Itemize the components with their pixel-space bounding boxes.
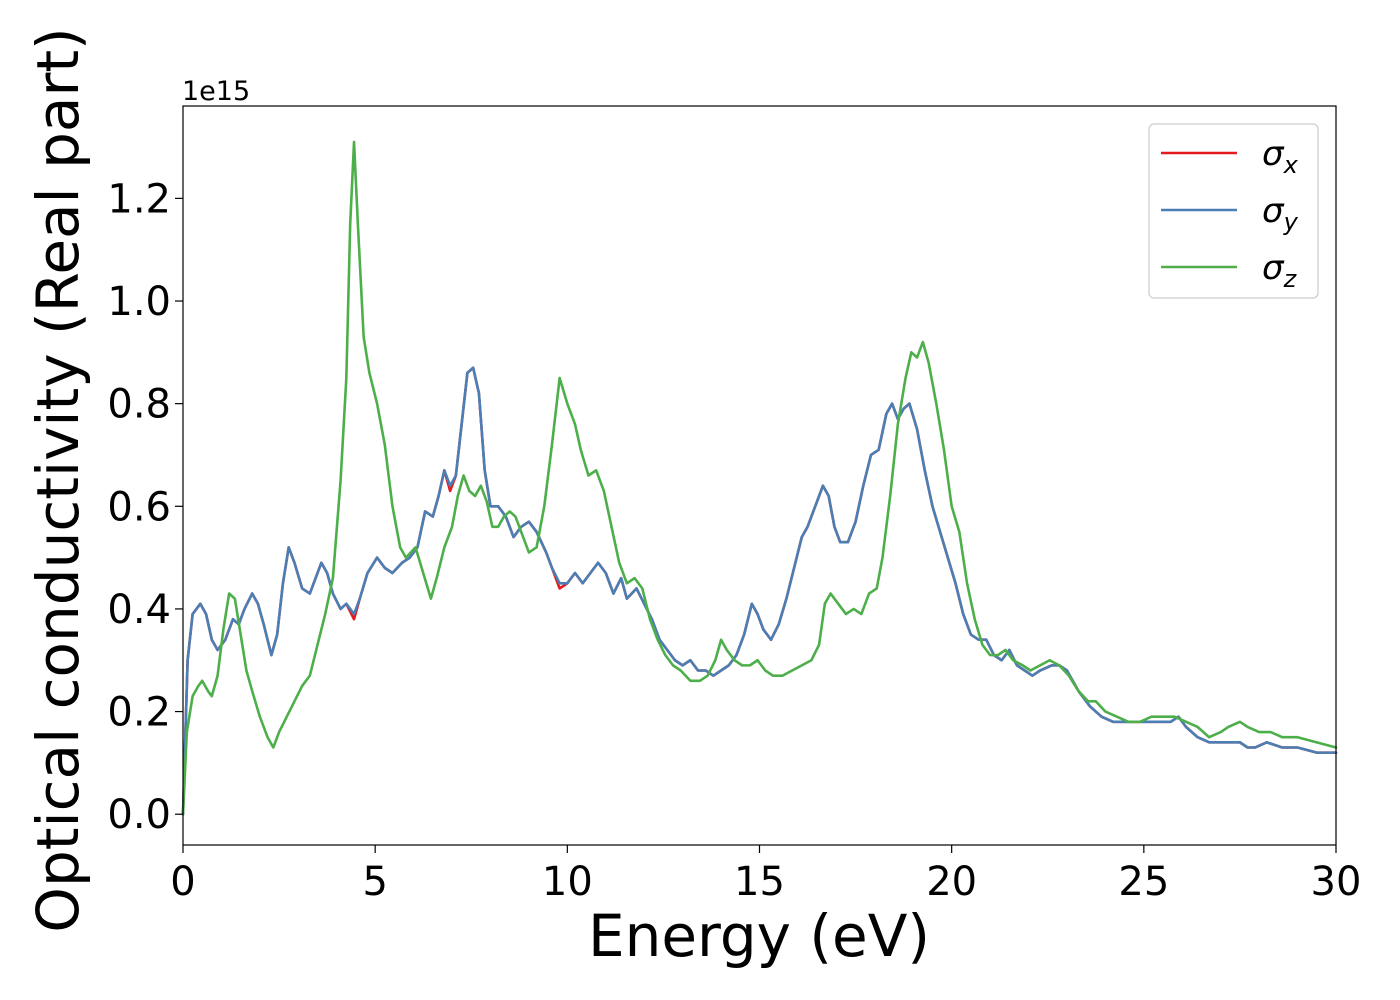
y-tick-label: 0.2	[107, 690, 171, 736]
x-axis-title: Energy (eV)	[588, 902, 930, 970]
plot-area	[181, 140, 1338, 816]
series-line-y	[181, 366, 1338, 816]
y-tick-label: 0.6	[107, 484, 171, 530]
x-tick-label: 15	[734, 859, 785, 905]
y-offset-text: 1e15	[182, 76, 250, 107]
x-tick-label: 25	[1118, 859, 1169, 905]
y-tick-label: 0.4	[107, 587, 171, 633]
y-axis-title: Optical conductivity (Real part)	[24, 27, 92, 932]
x-tick-label: 5	[362, 859, 387, 905]
series-line-z	[181, 140, 1338, 816]
legend-label-y: σy	[1262, 191, 1299, 236]
y-axis: 0.0 0.2 0.4 0.6 0.8 1.0 1.2	[107, 176, 183, 838]
legend-label-z: σz	[1262, 248, 1298, 293]
legend-label-x: σx	[1262, 134, 1299, 179]
y-tick-label: 1.2	[107, 176, 171, 222]
y-tick-label: 0.8	[107, 382, 171, 428]
y-tick-label: 1.0	[107, 279, 171, 325]
y-tick-label: 0.0	[107, 792, 171, 838]
x-tick-label: 10	[542, 859, 593, 905]
x-tick-label: 0	[170, 859, 195, 905]
x-axis: 0 5 10 15 20 25 30	[170, 845, 1361, 905]
x-tick-label: 30	[1311, 859, 1362, 905]
legend: σx σy σz	[1148, 123, 1319, 299]
x-tick-label: 20	[926, 859, 977, 905]
